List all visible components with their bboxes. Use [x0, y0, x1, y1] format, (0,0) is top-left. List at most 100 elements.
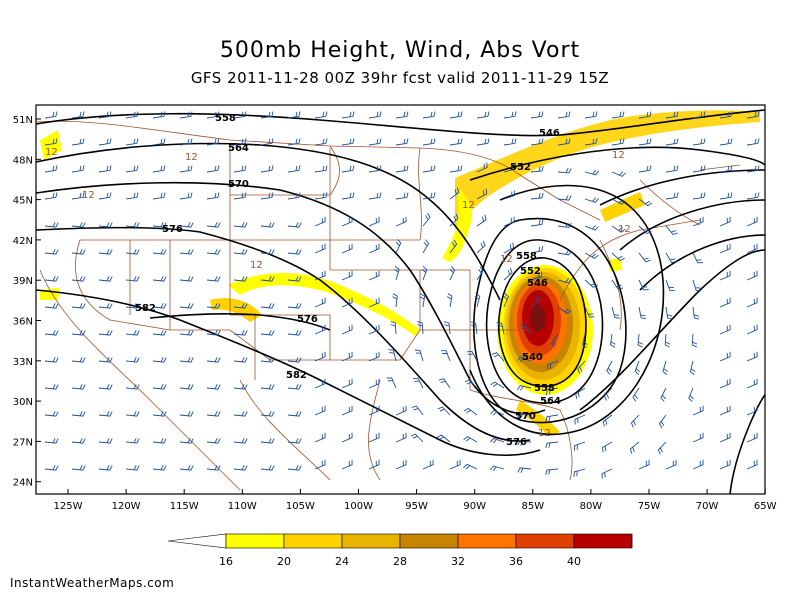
wind-barb: [233, 165, 247, 173]
wind-barb: [417, 321, 424, 335]
wind-barb: [395, 138, 409, 146]
wind-barb: [206, 384, 221, 390]
wind-barb: [71, 411, 86, 417]
wind-barb: [692, 165, 706, 173]
colorbar-label: 40: [567, 555, 581, 568]
wind-barb: [634, 360, 641, 375]
wind-barb: [574, 414, 586, 425]
wind-barb: [341, 324, 353, 335]
contour-label: 570: [515, 411, 536, 422]
wind-barb: [719, 351, 731, 362]
wind-barb: [611, 111, 625, 119]
wind-barb: [260, 303, 275, 309]
wind-barb: [44, 111, 58, 119]
wind-barb: [746, 351, 758, 362]
wind-barb: [44, 303, 59, 309]
vorticity-colorbar: 16 20 24 28 32 36 40: [167, 533, 633, 568]
wind-barb: [44, 276, 59, 282]
wind-barb: [152, 303, 167, 309]
wind-barb: [444, 321, 451, 335]
colorbar-segment: [515, 533, 575, 549]
wind-barb: [395, 405, 407, 416]
wind-barb: [368, 270, 380, 281]
wind-barb: [746, 405, 758, 416]
wind-barb: [584, 197, 599, 203]
wind-barb: [422, 212, 431, 227]
wind-barb: [233, 357, 248, 363]
wind-barb: [392, 293, 398, 308]
wind-barb: [503, 293, 509, 308]
wind-barb: [520, 324, 532, 335]
wind-barb: [152, 384, 167, 390]
wind-barb: [44, 222, 59, 228]
vort-band-midwest: [442, 190, 472, 262]
wind-barb: [490, 381, 505, 389]
wind-barb: [638, 198, 653, 207]
lat-label: 36N: [13, 317, 33, 328]
wind-barb: [233, 138, 247, 146]
wind-barb: [476, 111, 490, 119]
wind-barb: [179, 330, 194, 336]
latitude-axis: 51N 48N 45N 42N 39N 36N 33N 30N 27N 24N: [13, 115, 41, 489]
wind-barb: [610, 333, 616, 348]
wind-barb: [206, 303, 221, 309]
contour-label: 558: [215, 113, 236, 124]
wind-barb: [152, 357, 167, 363]
wind-barb: [206, 111, 220, 119]
wind-barb: [422, 459, 434, 470]
contour-label: 558: [516, 251, 537, 262]
wind-barb: [125, 222, 140, 228]
wind-barb: [44, 465, 59, 471]
wind-barb: [746, 432, 758, 443]
wind-barb: [466, 350, 478, 362]
wind-barb: [474, 293, 481, 308]
vort-band-plains: [228, 272, 420, 336]
wind-barb: [152, 465, 167, 471]
wind-barb: [691, 333, 698, 348]
colorbar-label: 28: [393, 555, 407, 568]
vort-tail-south: [516, 400, 560, 436]
wind-barb: [71, 222, 86, 228]
lat-label: 24N: [13, 478, 33, 489]
wind-barb: [368, 459, 380, 470]
wind-barb: [692, 459, 704, 470]
wind-barb: [719, 138, 733, 146]
wind-barb: [233, 411, 248, 417]
wind-barb: [125, 384, 140, 390]
wind-barb: [530, 138, 544, 146]
wind-barb: [629, 441, 640, 454]
wind-barb: [395, 239, 402, 254]
wind-barb: [476, 266, 484, 281]
wind-barb: [233, 384, 248, 390]
wind-barb: [463, 407, 478, 416]
wind-barb: [71, 384, 86, 390]
wind-barb: [98, 111, 112, 119]
wind-barb: [665, 138, 679, 146]
wind-barb: [71, 303, 86, 309]
wind-barb: [71, 138, 85, 146]
wind-barb: [314, 138, 328, 146]
wind-barb: [584, 225, 599, 231]
wind-barb: [436, 434, 451, 443]
wind-barb: [388, 349, 397, 362]
wind-barb: [98, 222, 113, 228]
wind-barb: [314, 459, 326, 470]
wind-barb: [545, 414, 559, 422]
wind-barb: [719, 378, 731, 389]
wind-barb: [287, 138, 301, 146]
wind-barb: [260, 222, 275, 228]
wind-barb: [390, 321, 397, 335]
contour-label: 546: [539, 128, 560, 139]
contour-label: 564: [540, 396, 561, 407]
wind-barb: [602, 414, 613, 427]
wind-barb: [422, 165, 436, 173]
wind-barb: [206, 192, 220, 200]
wind-barb: [368, 432, 380, 443]
wind-barb: [125, 111, 139, 119]
wind-barb: [368, 138, 382, 146]
wind-barb: [422, 138, 436, 146]
wind-barb: [692, 138, 706, 146]
wind-barb: [517, 412, 532, 419]
wind-barb: [260, 276, 275, 282]
